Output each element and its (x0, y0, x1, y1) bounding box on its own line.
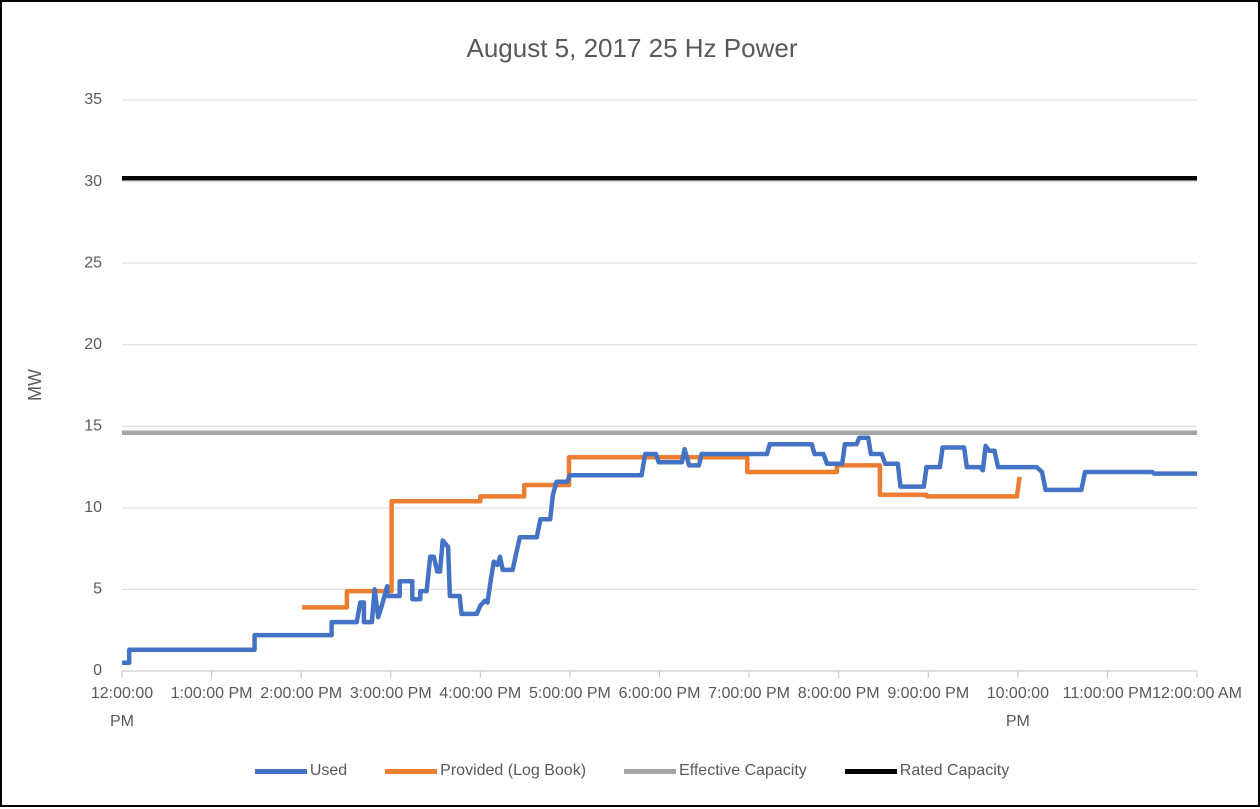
legend: Used Provided (Log Book) Effective Capacit… (2, 762, 1260, 780)
legend-swatch (844, 768, 897, 774)
series-line (302, 455, 1022, 610)
legend-label: Rated Capacity (899, 762, 1010, 779)
x-tick-label: 1:00:00 PM (170, 685, 253, 702)
legend-swatch (385, 768, 438, 774)
x-tick-label: 8:00:00 PM (797, 685, 880, 702)
y-tick-label: 10 (84, 499, 102, 516)
y-tick-label: 15 (84, 418, 102, 435)
x-tick-label: 10:00:00 PM (986, 685, 1049, 730)
legend-swatch (624, 768, 677, 774)
x-tick-label: 7:00:00 PM (708, 685, 790, 702)
y-axis-label: MW (25, 369, 45, 401)
legend-item: Effective Capacity (624, 762, 807, 780)
x-tick-label: 12:00:00 PM (90, 685, 154, 730)
x-tick-label: 4:00:00 PM (439, 685, 522, 702)
x-tick-label: 5:00:00 PM (528, 685, 611, 702)
y-tick-label: 35 (84, 91, 102, 108)
legend-label: Provided (Log Book) (440, 762, 587, 779)
legend-label: Used (309, 762, 348, 779)
x-tick-label: 12:00:00 AM (1152, 685, 1242, 702)
y-tick-label: 5 (93, 581, 102, 598)
x-tick-label: 11:00:00 PM (1062, 685, 1153, 702)
chart-title: August 5, 2017 25 Hz Power (467, 33, 798, 63)
y-tick-label: 25 (84, 254, 102, 271)
y-tick-label: 0 (93, 662, 102, 679)
x-tick-label: 2:00:00 PM (260, 685, 343, 702)
x-tick-label: 3:00:00 PM (349, 685, 432, 702)
legend-label: Effective Capacity (679, 762, 807, 779)
legend-item: Rated Capacity (844, 762, 1010, 780)
series-line (122, 435, 1197, 666)
y-tick-label: 20 (84, 336, 102, 353)
legend-item: Used (254, 762, 348, 780)
x-tick-label: 9:00:00 PM (887, 685, 970, 702)
y-tick-label: 30 (84, 173, 102, 190)
legend-swatch (254, 768, 307, 774)
legend-item: Provided (Log Book) (385, 762, 586, 780)
x-tick-label: 6:00:00 PM (618, 685, 701, 702)
